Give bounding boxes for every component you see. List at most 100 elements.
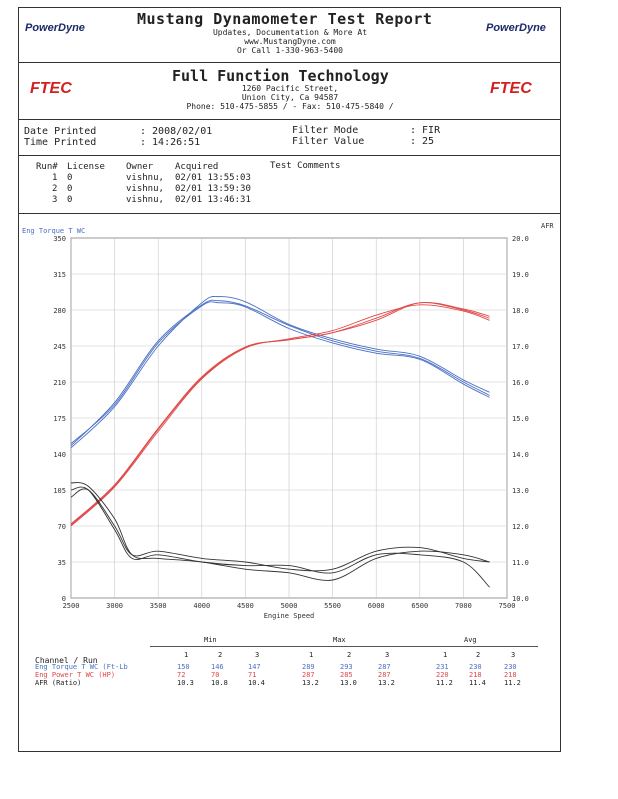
summary-cell: 218 [469, 671, 482, 679]
time-value: : 14:26:51 [140, 137, 201, 148]
y-left-tick-label: 0 [62, 595, 66, 603]
run-number-header: 2 [476, 651, 481, 659]
group-underline [150, 646, 538, 647]
summary-cell: 285 [340, 671, 353, 679]
run-number-header: 1 [184, 651, 189, 659]
summary-cell: 10.4 [248, 679, 265, 687]
summary-cell: 11.2 [504, 679, 521, 687]
run-acquired: 02/01 13:59:30 [175, 184, 251, 194]
x-tick-label: 4500 [237, 602, 254, 610]
filter-mode-value: : FIR [410, 125, 441, 136]
run-number-header: 3 [511, 651, 516, 659]
run-number-header: 2 [347, 651, 352, 659]
run-owner: vishnu, [126, 195, 164, 205]
group-avg: Avg [464, 636, 477, 644]
summary-cell: 10.3 [177, 679, 194, 687]
run-number: 2 [52, 184, 58, 194]
y-left-tick-label: 245 [53, 343, 66, 351]
summary-cell: 72 [177, 671, 186, 679]
x-tick-label: 7000 [455, 602, 472, 610]
run-license: 0 [67, 173, 73, 183]
y-right-tick-label: 16.0 [512, 379, 529, 387]
divider [18, 62, 561, 63]
summary-cell: 230 [504, 663, 517, 671]
channel-run-label: Channel / Run [35, 656, 98, 665]
series-line-torque [70, 296, 490, 449]
runs-header-comments: Test Comments [270, 161, 341, 171]
filter-value-value: : 25 [410, 136, 435, 147]
report-frame [18, 7, 561, 752]
x-tick-label: 4000 [193, 602, 210, 610]
right-axis-label: AFR [541, 222, 554, 230]
run-number-header: 1 [443, 651, 448, 659]
summary-cell: 287 [302, 671, 315, 679]
ftec-logo-left: FTEC [30, 80, 72, 97]
series-line-power [70, 301, 490, 526]
summary-row-label: Eng Power T WC (HP) [35, 671, 116, 679]
x-tick-label: 5000 [281, 602, 298, 610]
report-title: Mustang Dynamometer Test Report [137, 10, 433, 28]
run-owner: vishnu, [126, 173, 164, 183]
y-left-tick-label: 280 [53, 307, 66, 315]
series-line-afr [70, 486, 490, 588]
summary-cell: 287 [378, 671, 391, 679]
x-axis-label: Engine Speed [264, 612, 315, 620]
left-axis-label: Eng Torque T WC [22, 227, 85, 235]
summary-cell: 146 [211, 663, 224, 671]
divider [18, 155, 561, 156]
summary-cell: 220 [436, 671, 449, 679]
divider [18, 119, 561, 120]
run-number-header: 3 [255, 651, 260, 659]
run-number: 3 [52, 195, 58, 205]
y-left-tick-label: 350 [53, 235, 66, 243]
summary-cell: 147 [248, 663, 261, 671]
summary-cell: 70 [211, 671, 220, 679]
time-label: Time Printed [24, 137, 97, 148]
summary-cell: 13.0 [340, 679, 357, 687]
runs-header-run: Run# [36, 162, 58, 172]
tick-labels: 2500 3000 3500 4000 4500 5000 5500 6000 6500 7000… [53, 235, 529, 610]
filter-value-label: Filter Value [292, 136, 365, 147]
summary-cell: 13.2 [378, 679, 395, 687]
group-min: Min [204, 636, 217, 644]
run-acquired: 02/01 13:46:31 [175, 195, 251, 205]
x-tick-label: 6500 [411, 602, 428, 610]
y-right-tick-label: 15.0 [512, 415, 529, 423]
y-left-tick-label: 210 [53, 379, 66, 387]
series-line-afr [70, 488, 490, 572]
x-tick-label: 3500 [150, 602, 167, 610]
header-info: Updates, Documentation & More At www.Mus… [212, 28, 368, 55]
run-number: 1 [52, 173, 58, 183]
x-tick-label: 2500 [63, 602, 80, 610]
summary-cell: 11.4 [469, 679, 486, 687]
y-right-tick-label: 13.0 [512, 487, 529, 495]
run-license: 0 [67, 184, 73, 194]
y-right-tick-label: 17.0 [512, 343, 529, 351]
summary-cell: 289 [302, 663, 315, 671]
y-left-tick-label: 140 [53, 451, 66, 459]
summary-cell: 230 [469, 663, 482, 671]
powerdyne-logo-right: PowerDyne [486, 22, 546, 34]
y-left-tick-label: 35 [58, 559, 66, 567]
summary-cell: 13.2 [302, 679, 319, 687]
x-tick-label: 5500 [324, 602, 341, 610]
summary-row-label: AFR (Ratio) [35, 679, 82, 687]
y-right-tick-label: 11.0 [512, 559, 529, 567]
run-license: 0 [67, 195, 73, 205]
summary-row-label: Eng Torque T WC (Ft-Lb [35, 663, 128, 671]
summary-cell: 218 [504, 671, 517, 679]
y-left-tick-label: 105 [53, 487, 66, 495]
series-line-power [70, 302, 490, 525]
series-lines [70, 296, 490, 588]
group-max: Max [333, 636, 346, 644]
series-line-torque [70, 301, 490, 445]
x-tick-label: 6000 [368, 602, 385, 610]
y-left-tick-label: 70 [58, 523, 66, 531]
y-right-tick-label: 14.0 [512, 451, 529, 459]
divider [18, 213, 561, 214]
y-left-tick-label: 315 [53, 271, 66, 279]
date-label: Date Printed [24, 126, 97, 137]
grid [70, 237, 508, 599]
summary-cell: 150 [177, 663, 190, 671]
runs-header-acquired: Acquired [175, 162, 219, 172]
